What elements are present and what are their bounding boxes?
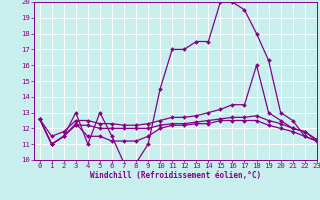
X-axis label: Windchill (Refroidissement éolien,°C): Windchill (Refroidissement éolien,°C) [90, 171, 261, 180]
